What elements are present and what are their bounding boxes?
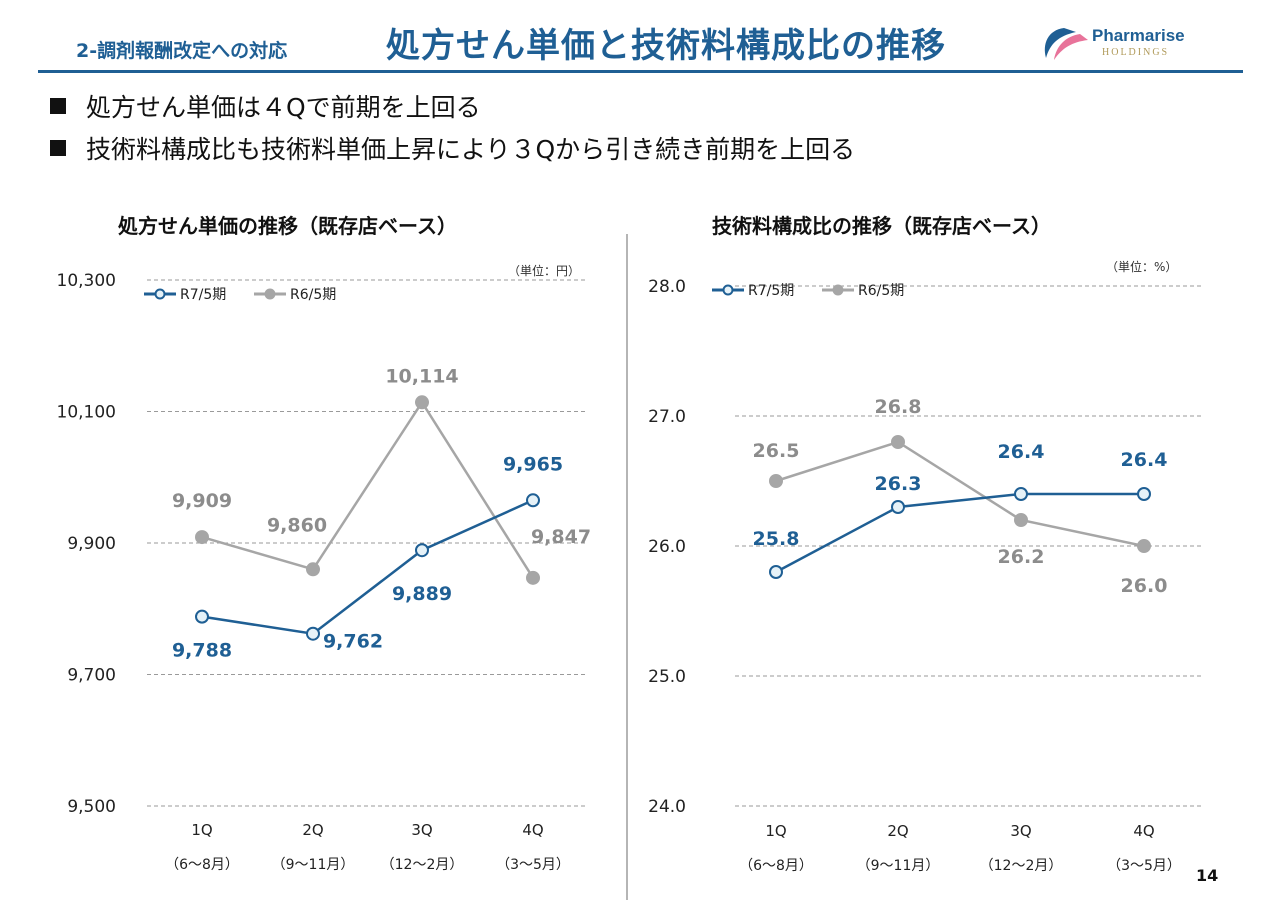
legend-label: R7/5期	[748, 283, 794, 299]
data-label: 26.4	[1121, 449, 1168, 471]
data-point	[415, 395, 429, 410]
data-label: 9,860	[267, 514, 327, 536]
data-point	[195, 609, 209, 624]
unit-note: （単位：%）	[1106, 260, 1178, 274]
x-tick-sublabel: （6～8月）	[739, 858, 813, 874]
data-point	[526, 570, 540, 585]
page-title: 処方せん単価と技術料構成比の推移	[386, 26, 946, 66]
y-tick-label: 9,700	[67, 666, 116, 686]
bullet-item: 処方せん単価は４Qで前期を上回る	[50, 88, 481, 124]
x-tick-label: 4Q	[522, 821, 543, 839]
x-tick-sublabel: （3～5月）	[1107, 858, 1181, 874]
header-rule	[38, 70, 1243, 73]
legend-label: R7/5期	[180, 287, 226, 303]
data-label: 25.8	[753, 528, 800, 550]
legend-marker	[264, 288, 276, 300]
data-point	[891, 500, 905, 514]
data-point	[1137, 539, 1151, 553]
data-label: 9,965	[503, 453, 563, 475]
data-point	[415, 543, 429, 558]
x-tick-label: 2Q	[887, 822, 908, 840]
data-label: 9,762	[323, 631, 383, 653]
data-label: 26.2	[998, 546, 1045, 568]
y-tick-label: 25.0	[648, 667, 686, 687]
page-number: 14	[1196, 866, 1219, 885]
chart-title-tech-fee-ratio: 技術料構成比の推移（既存店ベース）	[712, 214, 1051, 238]
bullet-text: 処方せん単価は４Qで前期を上回る	[86, 93, 481, 122]
data-point	[769, 565, 783, 579]
data-label: 26.3	[875, 473, 922, 495]
y-tick-label: 27.0	[648, 407, 686, 427]
data-label: 26.5	[753, 440, 800, 462]
x-tick-sublabel: （12～2月）	[980, 858, 1063, 874]
data-label: 26.0	[1121, 575, 1168, 597]
data-point	[195, 530, 209, 545]
x-tick-label: 1Q	[191, 821, 212, 839]
data-point	[891, 435, 905, 449]
data-label: 9,889	[392, 583, 452, 605]
x-tick-label: 2Q	[302, 821, 323, 839]
logo-name: Pharmarise	[1092, 26, 1185, 45]
data-point	[306, 562, 320, 577]
bullet-item: 技術料構成比も技術料単価上昇により３Qから引き続き前期を上回る	[50, 130, 855, 166]
logo-subtitle: HOLDINGS	[1102, 47, 1170, 58]
series-line	[201, 499, 534, 636]
x-tick-sublabel: （9～11月）	[272, 857, 355, 873]
x-tick-sublabel: （6～8月）	[165, 857, 239, 873]
data-label: 10,114	[385, 365, 458, 387]
company-logo: Pharmarise HOLDINGS	[1036, 22, 1206, 66]
data-point	[1137, 487, 1151, 501]
legend-marker	[154, 288, 166, 300]
unit-note: （単位：円）	[508, 264, 581, 278]
x-tick-sublabel: （3～5月）	[496, 857, 570, 873]
data-label: 9,847	[531, 526, 591, 548]
y-tick-label: 26.0	[648, 537, 686, 557]
x-tick-label: 3Q	[1010, 822, 1031, 840]
section-label: 2-調剤報酬改定への対応	[76, 40, 288, 62]
y-tick-label: 24.0	[648, 797, 686, 817]
series-line	[775, 492, 1144, 574]
series-line	[201, 399, 535, 579]
legend-marker	[722, 284, 734, 296]
y-tick-label: 10,100	[57, 403, 116, 423]
x-tick-label: 1Q	[765, 822, 786, 840]
series-line	[775, 440, 1145, 548]
x-tick-sublabel: （9～11月）	[857, 858, 940, 874]
y-tick-label: 10,300	[57, 271, 116, 291]
y-tick-label: 28.0	[648, 277, 686, 297]
data-point	[1014, 487, 1028, 501]
legend-label: R6/5期	[858, 283, 904, 299]
legend-label: R6/5期	[290, 287, 336, 303]
x-tick-label: 4Q	[1133, 822, 1154, 840]
logo-mark-icon	[1044, 28, 1088, 60]
x-tick-sublabel: （12～2月）	[381, 857, 464, 873]
chart-title-unit-price: 処方せん単価の推移（既存店ベース）	[118, 214, 457, 238]
data-label: 26.8	[875, 396, 922, 418]
data-point	[526, 493, 540, 508]
data-point	[306, 626, 320, 641]
bullet-square-icon	[50, 98, 66, 114]
data-label: 26.4	[998, 441, 1045, 463]
chart-divider	[626, 234, 628, 900]
data-point	[769, 474, 783, 488]
y-tick-label: 9,900	[67, 534, 116, 554]
x-tick-label: 3Q	[411, 821, 432, 839]
data-label: 9,909	[172, 490, 232, 512]
y-tick-label: 9,500	[67, 797, 116, 817]
data-point	[1014, 513, 1028, 527]
data-label: 9,788	[172, 640, 232, 662]
legend-marker	[832, 284, 844, 296]
bullet-square-icon	[50, 140, 66, 156]
bullet-text: 技術料構成比も技術料単価上昇により３Qから引き続き前期を上回る	[86, 135, 856, 164]
